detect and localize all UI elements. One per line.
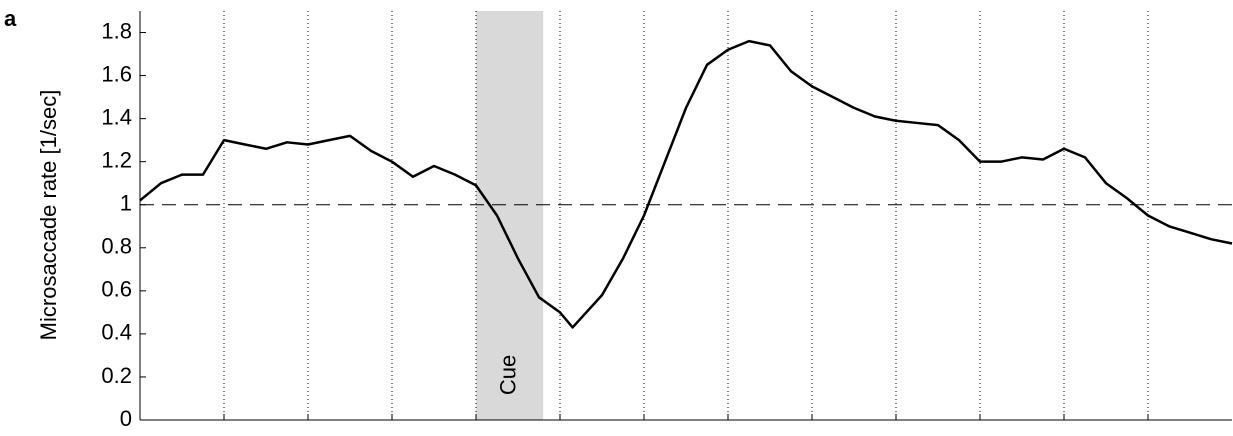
y-tick-label: 0.6 (101, 277, 132, 302)
data-line (139, 39, 1233, 329)
y-tick-label: 1.8 (101, 18, 132, 43)
panel-label: a (4, 6, 17, 31)
y-tick-label: 0.4 (101, 320, 132, 345)
y-tick-label: 1.2 (101, 147, 132, 172)
y-tick-label: 0.2 (101, 363, 132, 388)
y-axis-label: Microsaccade rate [1/sec] (36, 90, 61, 341)
y-tick-label: 0 (120, 406, 132, 431)
y-tick-label: 1.4 (101, 104, 132, 129)
cue-span (476, 11, 544, 420)
cue-label: Cue (495, 355, 520, 395)
y-tick-label: 1 (120, 191, 132, 216)
y-tick-label: 1.6 (101, 61, 132, 86)
y-tick-label: 0.8 (101, 234, 132, 259)
